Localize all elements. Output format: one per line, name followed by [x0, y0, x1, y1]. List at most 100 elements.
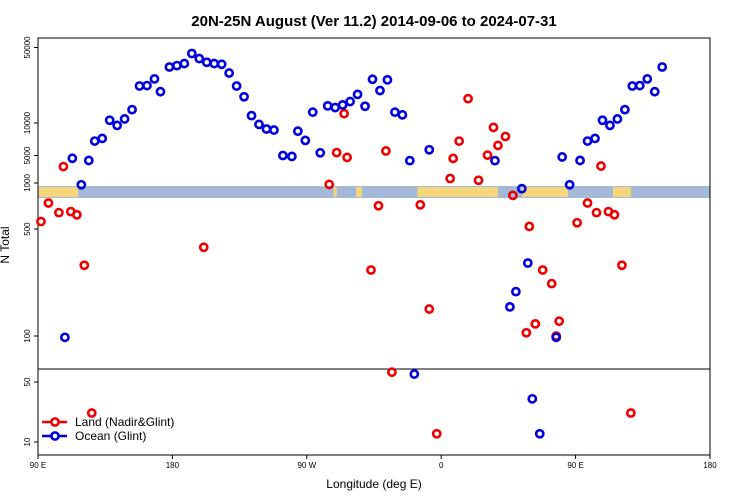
- ocean-point: [201, 57, 212, 68]
- ocean-point: [330, 102, 341, 113]
- legend-label: Ocean (Glint): [75, 429, 146, 443]
- ocean-point: [367, 74, 378, 85]
- land-point: [500, 131, 511, 142]
- land-point: [86, 408, 97, 418]
- ocean-point: [557, 152, 568, 162]
- ocean-point: [134, 81, 145, 91]
- ocean-point: [76, 179, 87, 190]
- land-point: [448, 153, 459, 164]
- land-point: [463, 93, 473, 104]
- ocean-point: [590, 133, 600, 144]
- x-tick-label: 90 E: [567, 461, 583, 470]
- x-tick-label: 90 W: [297, 461, 316, 470]
- y-tick-label: 50: [23, 377, 32, 386]
- plot-frame: [37, 37, 711, 456]
- ocean-point: [322, 100, 333, 111]
- land-point: [424, 304, 435, 314]
- legend: Land (Nadir&Glint)Ocean (Glint): [42, 415, 174, 443]
- map-land: [356, 187, 363, 197]
- ocean-point: [216, 59, 227, 70]
- y-tick-label: 50000: [23, 36, 32, 59]
- ocean-point: [575, 155, 585, 166]
- land-point: [537, 265, 548, 275]
- ocean-point: [612, 114, 623, 124]
- land-point: [524, 221, 535, 232]
- ocean-point: [179, 58, 190, 69]
- land-point: [387, 367, 397, 378]
- ocean-point: [239, 91, 249, 102]
- ocean-point: [627, 81, 638, 91]
- map-land: [417, 187, 498, 197]
- land-point: [381, 146, 391, 156]
- y-tick-label: 100: [23, 329, 32, 343]
- ocean-point: [516, 183, 527, 194]
- land-point: [342, 152, 353, 163]
- land-point: [488, 122, 499, 133]
- map-land: [333, 187, 337, 197]
- chart-title: 20N-25N August (Ver 11.2) 2014-09-06 to …: [191, 13, 556, 30]
- ocean-point: [649, 86, 660, 97]
- ocean-point: [292, 126, 303, 137]
- land-point: [71, 209, 82, 220]
- land-point: [431, 428, 442, 439]
- land-point: [473, 175, 484, 186]
- ocean-point: [605, 120, 615, 131]
- y-tick-label: 500: [23, 222, 32, 236]
- ocean-point: [490, 155, 500, 166]
- ocean-point: [375, 85, 385, 96]
- x-axis-label: Longitude (deg E): [326, 477, 421, 491]
- legend-marker: [50, 417, 60, 427]
- ocean-point: [286, 151, 297, 162]
- y-axis-label: N Total: [0, 226, 12, 263]
- ocean-point: [619, 104, 630, 115]
- land-point: [54, 207, 64, 218]
- x-tick-label: 0: [439, 461, 444, 470]
- map-land: [612, 187, 631, 197]
- ocean-point: [171, 60, 182, 71]
- ocean-point: [360, 101, 370, 112]
- ocean-point: [83, 155, 94, 166]
- land-point: [366, 265, 376, 275]
- ocean-point: [104, 115, 115, 126]
- ocean-point: [307, 107, 318, 118]
- x-axis: 90 E 180 90 W 0 90 E 180: [30, 455, 717, 470]
- land-point: [596, 161, 606, 171]
- ocean-point: [164, 62, 175, 72]
- land-point: [609, 209, 620, 220]
- x-tick-label: 90 E: [30, 461, 46, 470]
- ocean-point: [634, 80, 645, 91]
- land-point: [554, 316, 565, 327]
- ocean-point: [352, 89, 363, 100]
- ocean-point: [209, 58, 220, 69]
- land-point: [521, 327, 532, 338]
- ocean-point: [409, 369, 420, 379]
- ocean-point: [127, 104, 137, 115]
- legend-label: Land (Nadir&Glint): [75, 415, 174, 429]
- ocean-point: [149, 74, 160, 84]
- land-point: [616, 260, 627, 271]
- ocean-point: [59, 332, 70, 343]
- ocean-point: [254, 119, 264, 130]
- land-point: [572, 217, 582, 228]
- ocean-point: [119, 114, 130, 124]
- ocean-point: [269, 125, 279, 135]
- world-map-strip: [38, 186, 710, 198]
- ocean-point: [404, 155, 415, 166]
- ocean-point: [551, 332, 562, 343]
- ocean-point: [224, 68, 235, 78]
- ocean-point: [642, 74, 653, 84]
- ocean-point: [261, 124, 272, 134]
- ocean-point: [315, 147, 326, 158]
- ocean-point: [564, 179, 575, 190]
- ocean-point: [194, 53, 205, 64]
- land-point: [482, 150, 493, 161]
- ocean-point: [522, 258, 533, 268]
- legend-marker: [50, 431, 60, 441]
- y-tick-label: 1000: [23, 174, 32, 192]
- ocean-point: [382, 74, 393, 85]
- land-point: [582, 198, 593, 208]
- land-point: [36, 216, 46, 227]
- ocean-point: [246, 110, 257, 121]
- land-point: [331, 147, 342, 158]
